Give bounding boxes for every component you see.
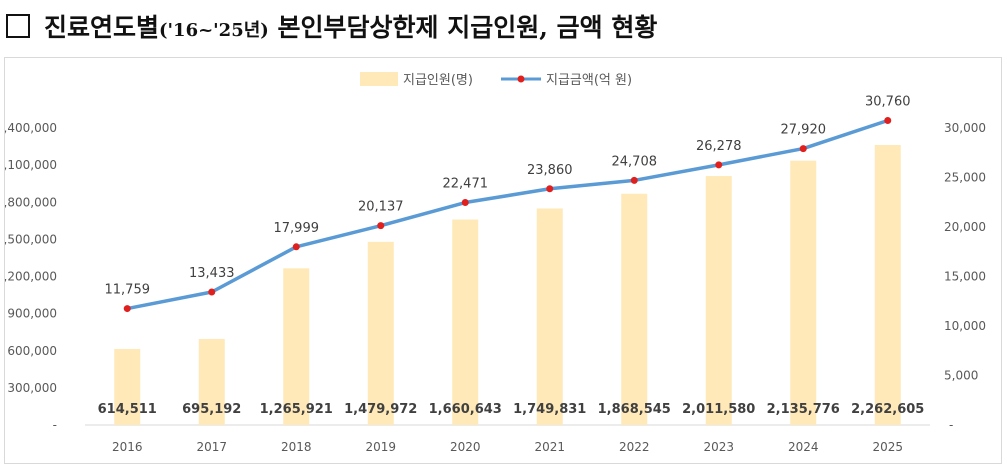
line-value-label: 26,278 bbox=[696, 139, 742, 154]
x-tick-label: 2017 bbox=[196, 440, 227, 454]
y-right-tick-label: 10,000 bbox=[944, 319, 986, 333]
checkbox-square-icon bbox=[6, 14, 30, 38]
x-tick-label: 2020 bbox=[450, 440, 481, 454]
bar-value-label: 1,479,972 bbox=[344, 402, 417, 417]
bar bbox=[705, 176, 732, 425]
bar bbox=[198, 338, 225, 425]
line-value-label: 22,471 bbox=[443, 177, 489, 192]
y-right-tick-label: 30,000 bbox=[944, 121, 986, 135]
bar-value-label: 695,192 bbox=[182, 402, 241, 417]
legend-line-label: 지급금액(억 원) bbox=[546, 73, 632, 88]
line-point bbox=[208, 288, 216, 296]
y-left-tick-label: - bbox=[53, 418, 57, 432]
line-point bbox=[377, 222, 385, 230]
bar-value-label: 614,511 bbox=[98, 402, 157, 417]
line-value-label: 30,760 bbox=[865, 94, 911, 109]
line-value-label: 24,708 bbox=[612, 154, 658, 169]
bar-value-label: 1,660,643 bbox=[429, 402, 502, 417]
bar bbox=[621, 193, 648, 425]
bar bbox=[790, 160, 817, 425]
y-right-tick-label: 5,000 bbox=[944, 369, 978, 383]
x-tick-label: 2019 bbox=[365, 440, 396, 454]
y-right-tick-label: - bbox=[949, 418, 953, 432]
y-left-tick-label: 2,100,000 bbox=[5, 158, 57, 172]
y-right-tick-label: 20,000 bbox=[944, 220, 986, 234]
legend-line-marker bbox=[517, 75, 525, 83]
heading: 진료연도별('16~'25년) 본인부담상한제 지급인원, 금액 현황 bbox=[6, 4, 657, 48]
x-tick-label: 2024 bbox=[788, 440, 819, 454]
bar-value-label: 2,011,580 bbox=[682, 402, 755, 417]
bar bbox=[536, 208, 563, 425]
bar bbox=[452, 219, 479, 425]
bar-value-label: 2,262,605 bbox=[851, 402, 924, 417]
line-point bbox=[292, 243, 300, 251]
line-value-label: 13,433 bbox=[189, 266, 235, 281]
bar-value-label: 2,135,776 bbox=[767, 402, 840, 417]
bar-value-label: 1,868,545 bbox=[598, 402, 671, 417]
x-tick-label: 2022 bbox=[619, 440, 650, 454]
line-value-label: 27,920 bbox=[781, 123, 827, 138]
x-tick-label: 2018 bbox=[281, 440, 312, 454]
x-tick-label: 2021 bbox=[534, 440, 565, 454]
title-rest: 본인부담상한제 지급인원, 금액 현황 bbox=[268, 13, 658, 42]
title-main: 진료연도별 bbox=[44, 13, 160, 42]
y-left-tick-label: 900,000 bbox=[7, 307, 57, 321]
combo-chart: - 300,000 600,000 900,000 1,200,000 1,500,000… bbox=[5, 72, 986, 454]
line-point bbox=[884, 116, 892, 124]
bar bbox=[874, 145, 901, 425]
y-right-tick-label: 15,000 bbox=[944, 270, 986, 284]
line-point bbox=[546, 185, 554, 193]
x-tick-label: 2025 bbox=[872, 440, 903, 454]
x-tick-label: 2023 bbox=[703, 440, 734, 454]
bar bbox=[367, 241, 394, 425]
bar-value-label: 1,265,921 bbox=[260, 402, 333, 417]
title-range: ('16~'25년) bbox=[159, 20, 269, 41]
line-point bbox=[123, 305, 131, 313]
bar bbox=[114, 348, 141, 425]
page-title: 진료연도별('16~'25년) 본인부담상한제 지급인원, 금액 현황 bbox=[44, 8, 657, 44]
y-left-tick-label: 600,000 bbox=[7, 344, 57, 358]
chart-panel: - 300,000 600,000 900,000 1,200,000 1,500,000… bbox=[4, 57, 1002, 464]
y-left-tick-label: 300,000 bbox=[7, 381, 57, 395]
series-line bbox=[126, 118, 889, 311]
line-point bbox=[461, 199, 469, 207]
y-left-tick-label: 1,200,000 bbox=[5, 270, 57, 284]
y-left-tick-label: 1,800,000 bbox=[5, 195, 57, 209]
y-left-tick-label: 1,500,000 bbox=[5, 232, 57, 246]
x-tick-label: 2016 bbox=[112, 440, 143, 454]
line-value-label: 11,759 bbox=[105, 283, 151, 298]
line-value-label: 23,860 bbox=[527, 163, 573, 178]
line-value-label: 17,999 bbox=[274, 221, 320, 236]
legend-bar-swatch bbox=[360, 72, 398, 86]
y-right-tick-label: 25,000 bbox=[944, 171, 986, 185]
line-value-label: 20,137 bbox=[358, 200, 404, 215]
bar bbox=[283, 268, 310, 425]
y-left-tick-label: 2,400,000 bbox=[5, 121, 57, 135]
legend-bar-label: 지급인원(명) bbox=[403, 73, 473, 88]
line-point bbox=[630, 176, 638, 184]
line-point bbox=[715, 161, 723, 169]
line-point bbox=[799, 145, 807, 153]
bar-value-label: 1,749,831 bbox=[513, 402, 586, 417]
